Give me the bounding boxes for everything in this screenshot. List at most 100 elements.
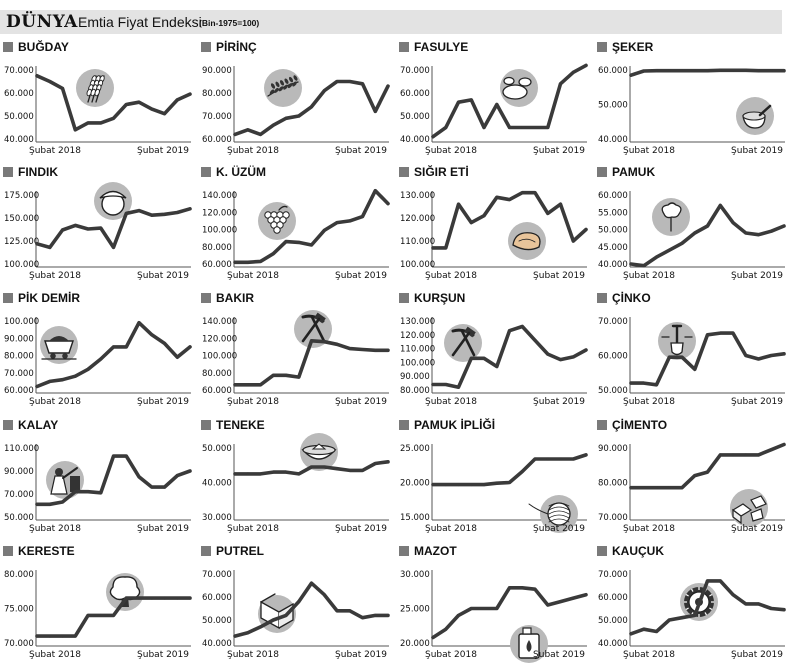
y-tick-label: 80.000	[202, 369, 232, 379]
y-tick-label: 100.000	[202, 226, 237, 236]
y-tick-label: 90.000	[400, 372, 430, 382]
data-point	[642, 264, 646, 268]
data-point	[297, 472, 301, 476]
x-tick-label: Şubat 2018	[227, 397, 279, 407]
data-point	[533, 457, 537, 461]
data-point	[584, 228, 588, 231]
data-point	[444, 483, 448, 487]
title-marker-square	[399, 293, 409, 303]
data-point	[284, 613, 288, 617]
y-tick-label: 120.000	[400, 214, 435, 224]
title-marker-square	[201, 293, 211, 303]
data-point	[61, 86, 64, 90]
data-point	[757, 357, 760, 361]
data-point	[322, 340, 326, 344]
data-point	[444, 126, 448, 129]
data-point	[35, 242, 39, 246]
data-point	[73, 374, 77, 378]
data-point	[457, 100, 460, 104]
y-tick-label: 50.000	[4, 513, 34, 523]
data-point	[73, 223, 77, 227]
data-point	[769, 448, 773, 452]
data-point	[642, 627, 646, 631]
data-point	[271, 252, 275, 256]
data-point	[335, 467, 339, 471]
data-point	[373, 613, 377, 617]
data-point	[482, 356, 486, 360]
data-point	[348, 80, 352, 83]
y-tick-label: 70.000	[4, 66, 34, 76]
y-tick-label: 120.000	[202, 208, 237, 218]
title-marker-square	[597, 42, 607, 52]
chart-title: FINDIK	[3, 165, 58, 179]
data-point	[163, 112, 166, 116]
chart-panel: K. ÜZÜM 140.000 120.000 100.000 80.000 60.000…	[201, 165, 391, 289]
x-tick-label: Şubat 2018	[425, 650, 477, 660]
data-point	[731, 453, 735, 457]
data-point	[782, 443, 786, 446]
data-point	[642, 486, 646, 490]
data-point	[718, 68, 722, 72]
data-point	[73, 490, 77, 494]
chart-panel: PUTREL 70.000 60.000 50.000 40.000 Şubat 2018…	[201, 544, 391, 668]
data-point	[667, 618, 671, 622]
meat-icon	[508, 222, 546, 260]
data-point	[48, 379, 52, 383]
data-point	[533, 126, 537, 129]
data-point	[693, 367, 697, 371]
data-point	[457, 202, 460, 206]
title-marker-square	[3, 42, 13, 52]
chart-panel: FINDIK 175.000 150.000 125.000 100.000 Şubat …	[3, 165, 193, 289]
x-tick-label: Şubat 2018	[623, 271, 675, 281]
chart-panel: PAMUK İPLİĞİ 25.000 20.000 15.000 Şubat 2018…	[399, 418, 589, 542]
x-tick-label: Şubat 2019	[137, 146, 189, 156]
y-tick-label: 40.000	[400, 135, 430, 145]
x-tick-label: Şubat 2019	[731, 146, 783, 156]
y-tick-label: 50.000	[202, 616, 232, 626]
chart-title-text: PAMUK	[612, 165, 656, 179]
series-line	[233, 581, 390, 638]
x-tick-label: Şubat 2019	[533, 650, 585, 660]
x-tick-label: Şubat 2019	[731, 650, 783, 660]
data-point	[571, 596, 575, 600]
data-point	[444, 246, 448, 250]
y-tick-label: 60.000	[202, 135, 232, 145]
data-point	[35, 385, 39, 388]
y-tick-label: 70.000	[4, 639, 34, 649]
fuel-can-icon	[510, 625, 548, 663]
data-point	[546, 126, 550, 129]
data-point	[508, 329, 511, 333]
x-tick-label: Şubat 2019	[533, 271, 585, 281]
data-point	[284, 116, 288, 120]
data-point	[124, 103, 128, 106]
chart-panel: MAZOT 30.000 25.000 20.000 Şubat 2018 Şubat 2…	[399, 544, 589, 668]
chart-title-text: KERESTE	[18, 544, 75, 558]
chart-panel: KAUÇUK 70.000 60.000 50.000 40.000 Şubat 2018…	[597, 544, 787, 668]
data-point	[693, 613, 697, 617]
chart-title: ŞEKER	[597, 40, 653, 54]
x-tick-label: Şubat 2018	[425, 524, 477, 534]
data-point	[175, 596, 179, 600]
y-tick-label: 60.000	[400, 89, 430, 99]
data-point	[718, 579, 722, 583]
data-point	[259, 259, 262, 263]
data-point	[233, 132, 237, 136]
data-point	[642, 381, 646, 385]
data-point	[150, 107, 154, 111]
data-point	[706, 470, 709, 474]
title-marker-square	[3, 293, 13, 303]
y-tick-label: 100.000	[4, 260, 39, 270]
data-point	[495, 481, 499, 485]
data-point	[188, 345, 192, 349]
data-point	[457, 385, 460, 389]
x-tick-label: Şubat 2018	[623, 524, 675, 534]
data-point	[348, 219, 352, 223]
data-point	[175, 98, 179, 102]
y-tick-label: 40.000	[598, 260, 628, 270]
data-point	[667, 69, 671, 73]
y-tick-label: 80.000	[202, 243, 232, 253]
data-point	[86, 121, 90, 125]
data-point	[259, 472, 262, 476]
data-point	[271, 618, 275, 622]
title-marker-square	[201, 167, 211, 177]
